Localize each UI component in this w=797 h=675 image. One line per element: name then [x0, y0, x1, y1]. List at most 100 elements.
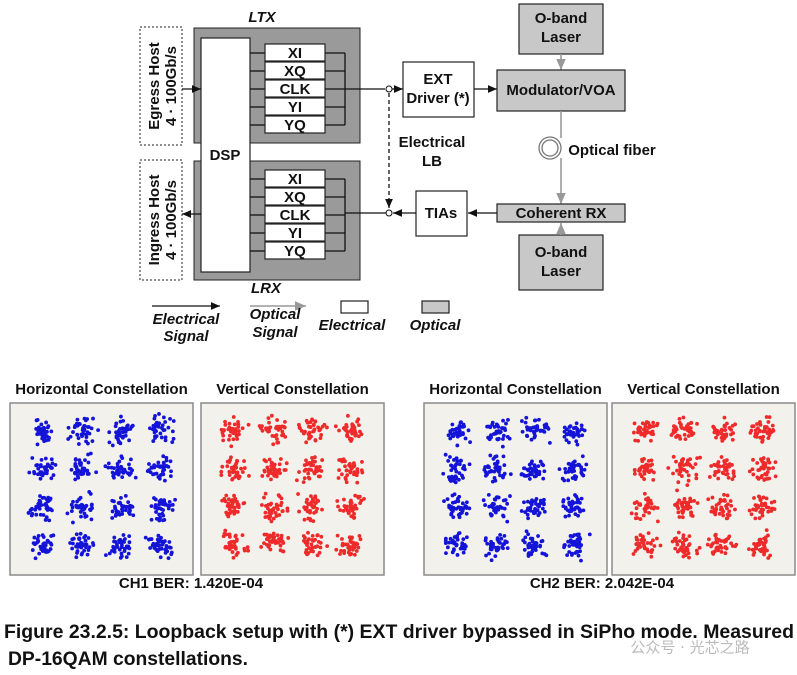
constellation-dot — [36, 466, 41, 471]
constellation-dot — [508, 472, 513, 477]
constellation-dot — [680, 426, 684, 430]
constellation-dot — [353, 431, 358, 436]
legend-label: Electrical — [153, 311, 221, 328]
constellation-dot — [677, 416, 682, 421]
constellation-dot — [729, 503, 734, 508]
constellation-dot — [86, 441, 90, 446]
constellation-dot — [69, 467, 74, 472]
constellation-dot — [766, 556, 771, 560]
constellation-dot — [725, 502, 730, 507]
constellation-dot — [117, 459, 122, 464]
constellation-dot — [314, 509, 318, 514]
constellation-dot — [536, 503, 540, 508]
constellation-dot — [767, 466, 772, 471]
constellation-dot — [446, 475, 451, 480]
modulator-label: Modulator/VOA — [506, 82, 615, 99]
constellation-dot — [336, 504, 340, 509]
constellation-dot — [483, 536, 488, 541]
constellation-dot — [348, 469, 353, 474]
constellation-dot — [568, 540, 573, 544]
constellation-dot — [578, 500, 582, 505]
constellation-dot — [695, 551, 700, 556]
constellation-dot — [294, 478, 299, 483]
constellation-dot — [676, 480, 681, 485]
constellation-dot — [690, 514, 695, 518]
constellation-dot — [149, 537, 154, 541]
constellation-dot — [769, 509, 774, 513]
constellation-dot — [348, 545, 352, 549]
constellation-dot — [286, 536, 291, 540]
constellation-dot — [43, 456, 48, 461]
constellation-dot — [535, 508, 540, 513]
constellation-dot — [149, 517, 154, 522]
constellation-dot — [522, 540, 527, 545]
constellation-dot — [718, 499, 723, 504]
constellation-dot — [34, 418, 39, 423]
lane-box — [264, 187, 326, 206]
constellation-dot — [266, 473, 270, 478]
constellation-dot — [574, 421, 579, 426]
constellation-dot — [345, 473, 350, 478]
lane-label: CLK — [280, 81, 311, 98]
constellation-dot — [669, 433, 674, 437]
constellation-dot — [227, 425, 232, 430]
constellation-dot — [306, 530, 310, 535]
constellation-dot — [75, 499, 80, 504]
constellation-dot — [50, 508, 54, 513]
constellation-dot — [279, 533, 284, 538]
constellation-dot — [319, 469, 324, 473]
constellation-dot — [357, 423, 361, 428]
constellation-dot — [228, 458, 233, 462]
constellation-dot — [271, 516, 276, 521]
constellation-dot — [223, 419, 227, 424]
constellation-dot — [271, 531, 276, 536]
constellation-dot — [303, 429, 307, 434]
ber-label: CH2 BER: 2.042E-04 — [530, 575, 675, 592]
constellation-dot — [573, 505, 578, 510]
constellation-dot — [275, 533, 280, 538]
constellation-dot — [75, 417, 80, 422]
constellation-dot — [727, 513, 732, 518]
constellation-dot — [526, 545, 531, 550]
constellation-dot — [152, 416, 157, 421]
constellation-dot — [79, 506, 83, 510]
constellation-dot — [492, 469, 497, 474]
constellation-dot — [697, 545, 702, 550]
constellation-dot — [307, 460, 312, 465]
constellation-dot — [333, 424, 338, 429]
constellation-dot — [35, 537, 40, 541]
constellation-dot — [342, 497, 346, 502]
constellation-dot — [462, 465, 466, 470]
constellation-dot — [356, 545, 361, 550]
constellation-dot — [530, 549, 535, 554]
constellation-dot — [568, 432, 573, 437]
constellation-dot — [563, 505, 568, 510]
constellation-dot — [632, 471, 637, 476]
constellation-dot — [246, 422, 251, 427]
constellation-dot — [171, 419, 176, 423]
constellation-dot — [453, 474, 458, 479]
constellation-dot — [633, 516, 638, 521]
constellation-dot — [457, 462, 462, 467]
constellation-dot — [567, 544, 572, 548]
constellation-dot — [449, 468, 454, 473]
constellation-dot — [222, 531, 227, 536]
constellation-dot — [493, 431, 498, 436]
constellation-dot — [304, 440, 309, 445]
constellation-dot — [655, 506, 660, 510]
constellation-dot — [764, 496, 769, 501]
constellation-dot — [716, 469, 721, 474]
constellation-dot — [325, 544, 330, 549]
constellation-dot — [505, 546, 510, 551]
constellation-dot — [443, 541, 448, 546]
constellation-dot — [336, 476, 341, 480]
constellation-dot — [488, 453, 493, 458]
constellation-dot — [45, 425, 50, 430]
constellation-dot — [756, 505, 761, 510]
constellation-dot — [272, 434, 277, 439]
constellation-dot — [537, 472, 542, 477]
constellation-dot — [457, 424, 462, 428]
lrx-label: LRX — [251, 280, 282, 297]
constellation-dot — [675, 542, 680, 547]
constellation-dot — [343, 477, 348, 481]
